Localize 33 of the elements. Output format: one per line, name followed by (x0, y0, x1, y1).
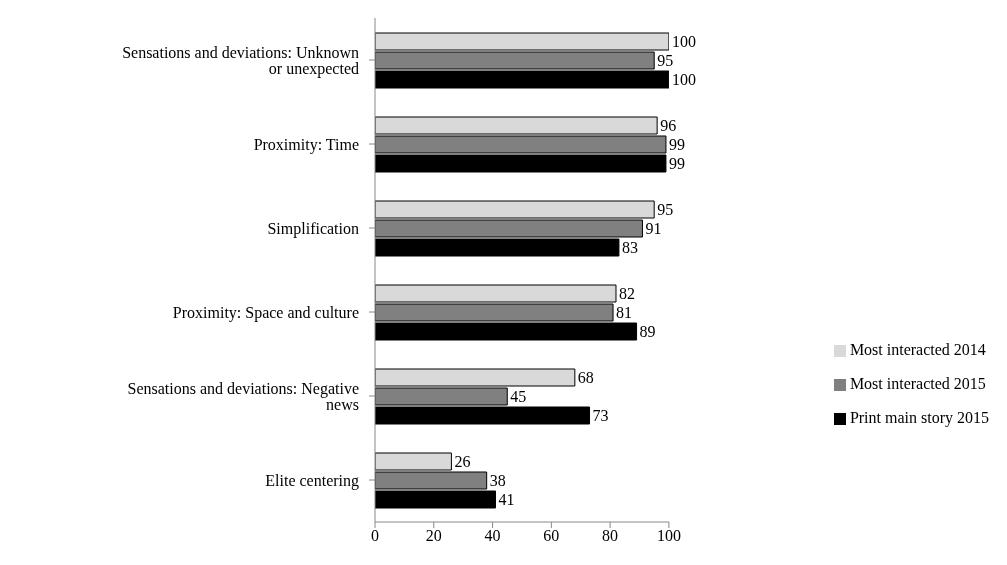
data-label: 68 (577, 369, 594, 387)
data-label: 99 (668, 155, 685, 173)
data-label: 83 (621, 239, 638, 257)
legend-label: Print main story 2015 (849, 409, 989, 426)
data-label: 95 (657, 201, 674, 219)
legend-label: Most interacted 2015 (849, 375, 986, 392)
data-label: 96 (660, 117, 677, 135)
data-label: 95 (657, 52, 674, 70)
data-label: 73 (592, 407, 609, 425)
y-tick-label: Proximity: Space and culture (172, 303, 359, 322)
legend-label: Most interacted 2014 (849, 341, 986, 358)
x-tick-label: 60 (543, 527, 560, 545)
y-tick-label: Elite centering (265, 471, 359, 490)
data-label: 81 (616, 304, 633, 322)
y-tick-label: Proximity: Time (253, 135, 359, 154)
data-label: 45 (510, 388, 527, 406)
data-label: 38 (489, 472, 506, 490)
y-tick-label: Sensations and deviations: Negative news (127, 379, 359, 413)
data-label: 99 (668, 136, 685, 154)
x-tick-label: 0 (371, 527, 379, 545)
x-tick-label: 100 (656, 527, 681, 545)
data-label: 89 (639, 323, 656, 341)
x-tick-label: 40 (484, 527, 501, 545)
x-tick-label: 20 (425, 527, 442, 545)
data-label: 100 (671, 71, 696, 89)
data-label: 26 (454, 453, 471, 471)
data-label: 91 (645, 220, 662, 238)
x-tick-label: 80 (602, 527, 619, 545)
data-label: 100 (671, 33, 696, 51)
data-label: 82 (618, 285, 635, 303)
data-label: 41 (498, 491, 515, 509)
y-tick-label: Simplification (267, 219, 359, 238)
y-tick-label: Sensations and deviations: Unknown or unexpected (122, 43, 359, 78)
